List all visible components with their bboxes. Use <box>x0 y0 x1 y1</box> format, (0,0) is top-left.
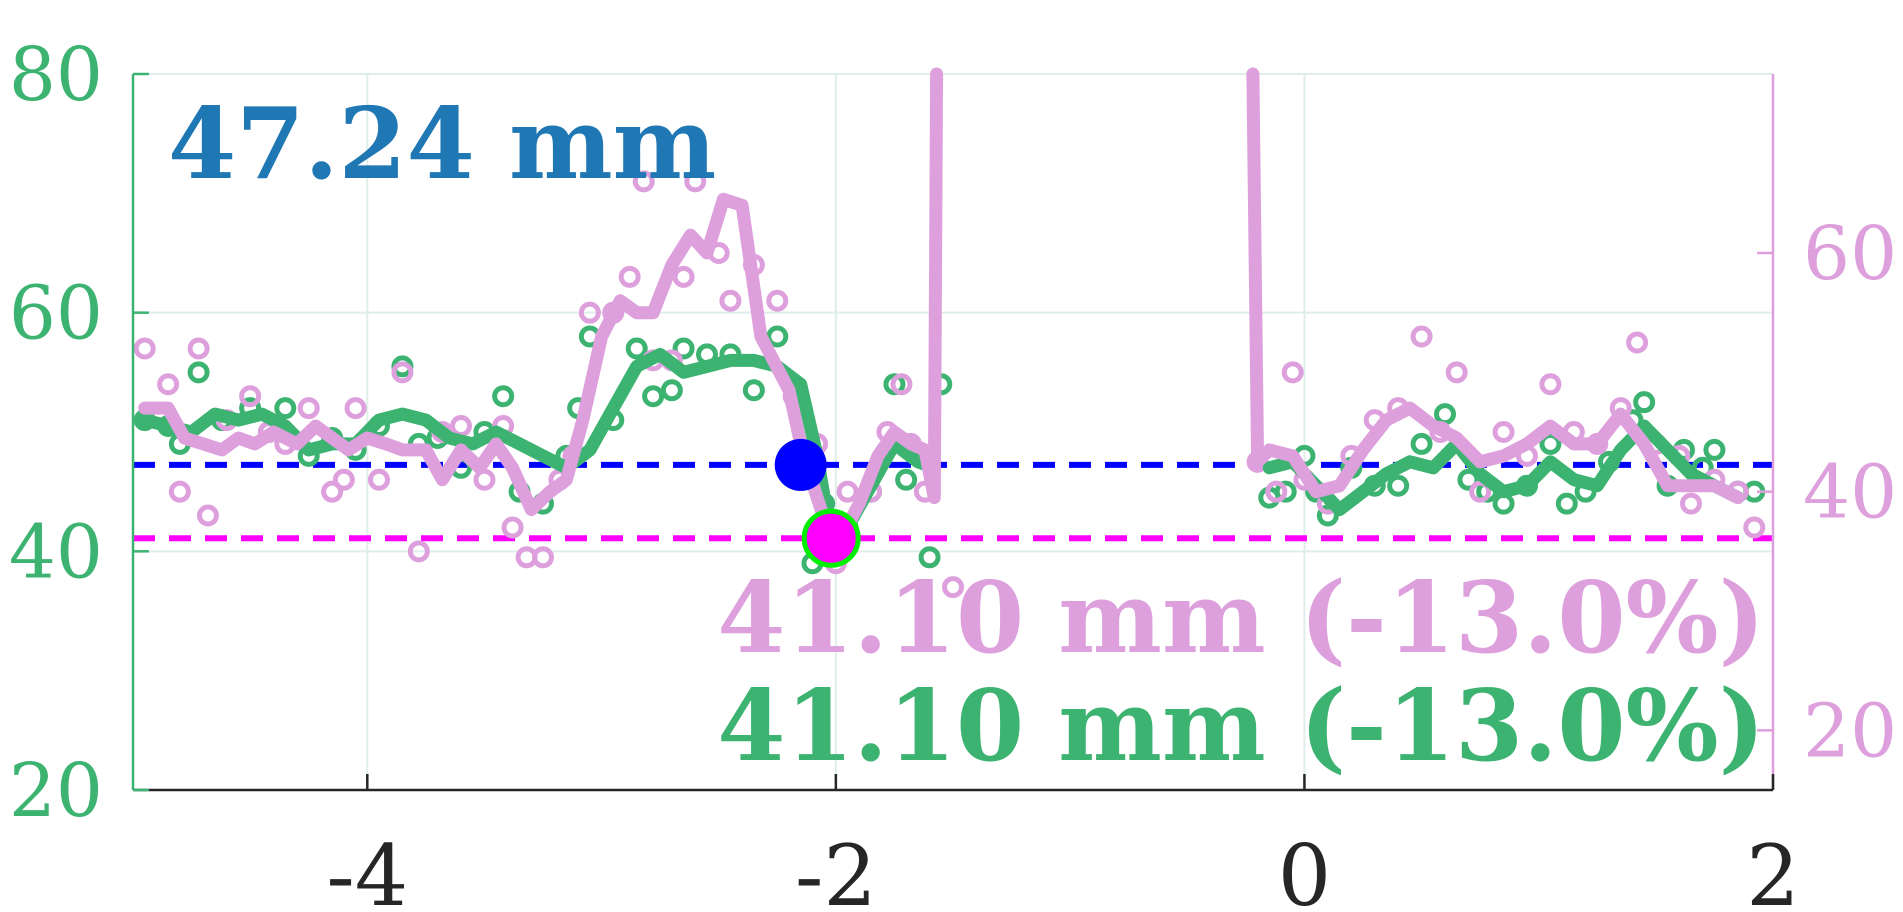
plum-raw-point <box>1469 480 1492 503</box>
plum-raw-point <box>532 546 554 569</box>
left-tick-label: 80 <box>9 32 103 118</box>
plum-raw-point <box>1265 480 1288 503</box>
plum-raw-point <box>1410 325 1433 348</box>
plum-raw-point <box>450 415 472 438</box>
plum-raw-point <box>618 265 641 288</box>
plum-raw-point <box>391 361 414 384</box>
axes <box>131 72 1775 792</box>
plum-raw-point <box>578 301 601 324</box>
plum-raw-point <box>332 468 355 491</box>
right-tick-label: 40 <box>1803 450 1897 536</box>
plum-raw-point <box>1539 373 1562 396</box>
green-raw-point <box>1555 492 1578 515</box>
green-raw-point <box>895 468 918 491</box>
plum-raw-point <box>890 373 913 396</box>
green-raw-point <box>672 337 695 360</box>
green-raw-point <box>274 397 297 420</box>
green-raw-point <box>1410 432 1433 455</box>
green-raw-point <box>1457 468 1480 491</box>
plum-raw-point <box>1492 421 1515 443</box>
plum-raw-point <box>632 170 655 193</box>
x-tick-label: -4 <box>326 827 408 912</box>
green-raw-point <box>1316 504 1339 527</box>
x-tick-label: 0 <box>1278 827 1331 912</box>
plum-raw-point <box>196 504 219 527</box>
plum-raw-point <box>672 265 695 288</box>
reference-lines <box>133 461 1773 542</box>
plum-raw-point <box>942 576 964 599</box>
markers <box>774 438 861 568</box>
left-tick-label: 60 <box>9 271 103 357</box>
minimum-marker <box>801 508 861 568</box>
green-raw-point <box>1633 391 1656 414</box>
right-tick-label: 60 <box>1803 211 1897 297</box>
plum-min-annotation: 41.10 mm (-13.0%) <box>717 561 1765 676</box>
plum-raw-point <box>1445 361 1468 384</box>
green-raw-point <box>1539 432 1562 455</box>
plum-raw-point <box>684 170 707 193</box>
green-raw-point <box>1703 438 1726 461</box>
baseline-marker <box>774 438 827 491</box>
x-tick-label: -2 <box>795 827 877 912</box>
green-smoothed-line-segment-2 <box>1262 419 1745 517</box>
left-tick-label: 20 <box>9 748 103 834</box>
plum-raw-point <box>836 480 859 503</box>
plum-raw-point <box>1743 516 1766 539</box>
green-min-annotation: 41.10 mm (-13.0%) <box>717 669 1765 784</box>
plum-raw-point <box>187 337 210 360</box>
x-tick-label: 2 <box>1746 827 1799 912</box>
plum-raw-point <box>157 373 180 396</box>
plum-raw-point <box>368 468 390 491</box>
green-raw-point <box>1434 403 1456 426</box>
plum-raw-point <box>321 480 344 503</box>
plum-raw-point <box>719 289 742 312</box>
plum-raw-point <box>133 337 156 360</box>
green-raw-point <box>660 379 683 402</box>
green-raw-point <box>1274 480 1297 503</box>
plum-raw-point <box>501 516 524 539</box>
baseline-annotation: 47.24 mm <box>168 87 716 202</box>
plum-raw-point <box>344 397 367 420</box>
plum-raw-point <box>1680 492 1702 515</box>
plum-raw-point <box>1626 331 1649 354</box>
green-raw-point <box>492 385 515 408</box>
green-raw-point <box>642 385 665 408</box>
tick-labels: 20 40 60 80 20 40 60 -4 -2 0 2 <box>9 32 1897 912</box>
plum-raw-point <box>239 385 262 408</box>
plum-raw-point <box>407 540 430 563</box>
plum-smoothed-line-segment-2 <box>1246 67 1745 505</box>
green-raw-point <box>766 325 789 348</box>
green-raw-point <box>187 361 210 384</box>
green-raw-point <box>625 337 648 360</box>
green-raw-point <box>883 373 906 396</box>
green-raw-point <box>742 379 765 402</box>
plum-raw-point <box>1281 361 1304 384</box>
left-tick-label: 40 <box>9 509 103 595</box>
right-tick-label: 20 <box>1803 688 1897 774</box>
plum-raw-point <box>766 289 789 312</box>
plum-raw-point <box>168 480 191 503</box>
green-raw-point <box>918 546 941 569</box>
green-raw-point <box>1387 474 1410 497</box>
plum-raw-point <box>297 397 320 420</box>
